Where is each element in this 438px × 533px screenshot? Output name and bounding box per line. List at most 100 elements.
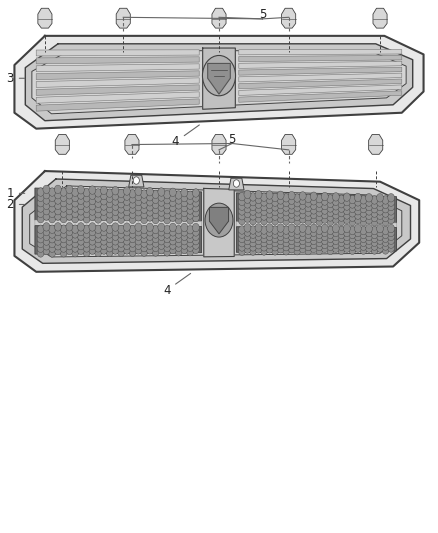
- Circle shape: [332, 197, 339, 206]
- Circle shape: [135, 232, 142, 240]
- Circle shape: [78, 227, 85, 236]
- Circle shape: [78, 212, 85, 220]
- Circle shape: [354, 232, 361, 241]
- Circle shape: [170, 228, 177, 236]
- Circle shape: [72, 244, 78, 252]
- Circle shape: [272, 193, 279, 201]
- Circle shape: [175, 243, 182, 252]
- Polygon shape: [203, 48, 235, 109]
- Circle shape: [388, 207, 395, 215]
- Circle shape: [152, 248, 159, 256]
- Circle shape: [266, 245, 273, 253]
- Circle shape: [371, 246, 378, 254]
- Circle shape: [170, 193, 177, 201]
- Circle shape: [118, 199, 124, 208]
- Circle shape: [305, 194, 312, 203]
- Circle shape: [78, 241, 85, 250]
- Circle shape: [310, 232, 317, 240]
- Circle shape: [388, 202, 395, 211]
- Circle shape: [327, 242, 334, 251]
- Circle shape: [135, 192, 142, 201]
- Circle shape: [89, 201, 96, 210]
- Circle shape: [43, 237, 50, 245]
- Circle shape: [112, 187, 119, 195]
- Circle shape: [60, 230, 67, 238]
- Circle shape: [244, 195, 251, 204]
- Circle shape: [377, 207, 384, 215]
- Circle shape: [343, 211, 350, 219]
- Circle shape: [255, 240, 262, 249]
- Circle shape: [152, 205, 159, 214]
- Circle shape: [250, 207, 257, 215]
- Circle shape: [321, 211, 328, 219]
- Polygon shape: [208, 63, 230, 94]
- Circle shape: [266, 236, 273, 245]
- Circle shape: [175, 235, 182, 243]
- Circle shape: [78, 196, 85, 205]
- Circle shape: [152, 239, 159, 247]
- Circle shape: [43, 196, 50, 204]
- Circle shape: [244, 190, 251, 199]
- Circle shape: [72, 209, 78, 217]
- Circle shape: [152, 215, 159, 224]
- Circle shape: [83, 225, 90, 233]
- Text: 4: 4: [163, 273, 191, 297]
- Circle shape: [250, 216, 257, 225]
- Circle shape: [43, 241, 50, 250]
- Circle shape: [43, 246, 50, 255]
- Circle shape: [135, 197, 142, 206]
- Circle shape: [299, 192, 306, 200]
- Circle shape: [255, 232, 262, 240]
- Circle shape: [83, 209, 90, 218]
- Text: 5: 5: [228, 133, 236, 146]
- Circle shape: [360, 204, 367, 213]
- Circle shape: [43, 212, 50, 220]
- Circle shape: [238, 212, 245, 220]
- Circle shape: [283, 198, 290, 207]
- Circle shape: [338, 246, 345, 255]
- Circle shape: [277, 245, 284, 253]
- Circle shape: [321, 192, 328, 201]
- Circle shape: [360, 213, 367, 222]
- Circle shape: [388, 236, 395, 245]
- Circle shape: [377, 244, 384, 252]
- Circle shape: [277, 232, 284, 240]
- Circle shape: [146, 198, 153, 206]
- Circle shape: [170, 245, 177, 254]
- Circle shape: [60, 248, 67, 257]
- Circle shape: [146, 241, 153, 249]
- Circle shape: [129, 190, 136, 198]
- Circle shape: [152, 190, 159, 199]
- Circle shape: [299, 210, 306, 219]
- Circle shape: [244, 200, 251, 208]
- Circle shape: [283, 230, 290, 239]
- Circle shape: [124, 241, 131, 249]
- Circle shape: [316, 213, 323, 221]
- Circle shape: [316, 238, 323, 247]
- Circle shape: [192, 245, 199, 254]
- Circle shape: [266, 200, 273, 208]
- Circle shape: [255, 195, 262, 204]
- Circle shape: [365, 244, 372, 252]
- Circle shape: [310, 210, 317, 219]
- Text: 4: 4: [172, 125, 199, 148]
- Circle shape: [89, 212, 96, 221]
- Circle shape: [66, 237, 73, 245]
- Circle shape: [371, 234, 378, 243]
- Polygon shape: [35, 188, 201, 221]
- Circle shape: [83, 215, 90, 223]
- Circle shape: [388, 244, 395, 252]
- Circle shape: [37, 239, 44, 248]
- Circle shape: [106, 230, 113, 238]
- Circle shape: [141, 215, 148, 224]
- Circle shape: [60, 214, 67, 223]
- Circle shape: [388, 228, 395, 237]
- Circle shape: [277, 214, 284, 223]
- Circle shape: [89, 241, 96, 250]
- Circle shape: [305, 234, 312, 243]
- Circle shape: [316, 204, 323, 212]
- Circle shape: [338, 195, 345, 204]
- Circle shape: [371, 242, 378, 251]
- Circle shape: [49, 188, 56, 196]
- Circle shape: [152, 235, 159, 243]
